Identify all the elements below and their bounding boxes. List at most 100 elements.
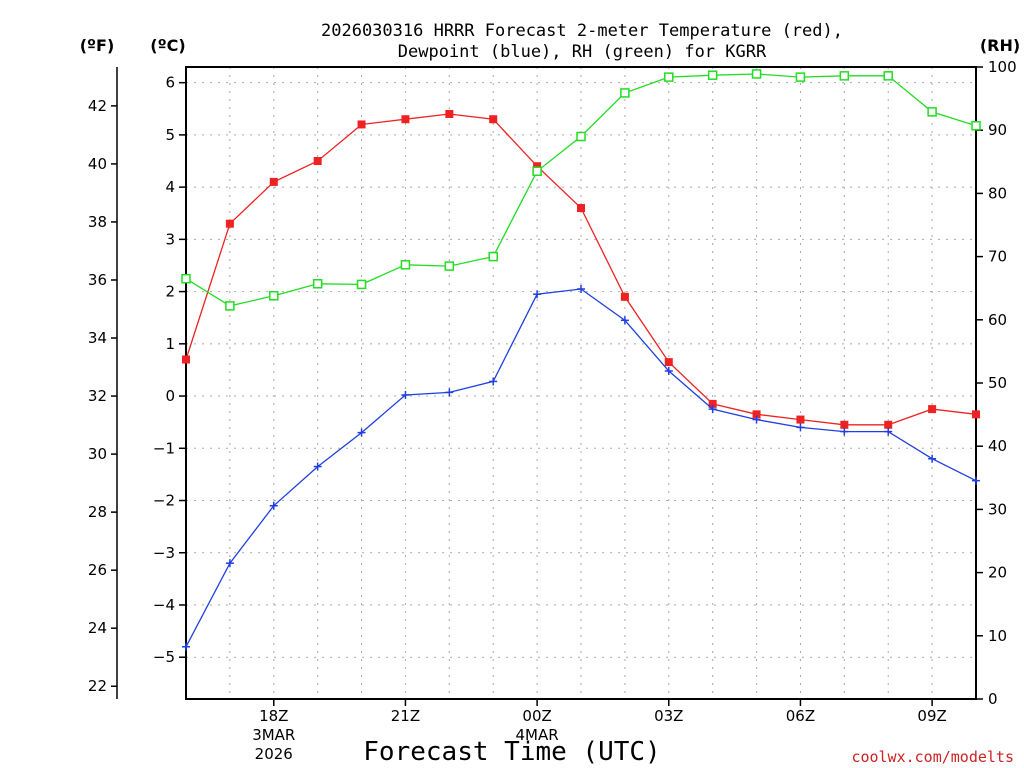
data-point-temperature (577, 204, 585, 213)
data-point-dewpoint (884, 427, 893, 436)
grid-lines (186, 67, 976, 699)
data-point-temperature (182, 355, 190, 364)
celsius-tick-label: −1 (153, 439, 175, 457)
rh-tick-label: 30 (988, 500, 1007, 518)
data-point-dewpoint (182, 642, 190, 651)
celsius-unit-label: (ºC) (150, 36, 185, 55)
data-point-temperature (796, 415, 805, 424)
fahrenheit-tick-label: 36 (88, 271, 107, 289)
celsius-tick-label: −5 (153, 648, 175, 666)
data-point-temperature (313, 157, 322, 166)
data-point-dewpoint (840, 427, 849, 436)
celsius-tick-label: 3 (165, 230, 175, 248)
data-point-rh (927, 107, 937, 117)
data-point-dewpoint (972, 476, 980, 485)
data-point-rh (751, 69, 762, 79)
data-point-dewpoint (708, 405, 717, 414)
data-point-temperature (225, 219, 234, 228)
data-point-dewpoint (533, 290, 542, 299)
data-point-temperature (533, 162, 542, 171)
credit-link[interactable]: coolwx.com/modelts (851, 748, 1014, 766)
data-point-rh (576, 131, 586, 142)
data-point-dewpoint (620, 316, 629, 325)
series-layer (181, 69, 981, 651)
rh-tick-label: 80 (988, 184, 1007, 202)
data-point-dewpoint (357, 428, 366, 437)
data-point-rh (971, 121, 981, 131)
fahrenheit-unit-label: (ºF) (80, 36, 115, 55)
rh-tick-label: 10 (988, 627, 1007, 645)
data-point-rh (400, 260, 411, 270)
data-point-rh (181, 273, 191, 284)
x-tick-label: 06Z (786, 707, 815, 725)
x-tick-label: 4MAR (516, 726, 559, 744)
rh-tick-label: 40 (988, 437, 1007, 455)
rh-tick-label: 100 (988, 58, 1017, 76)
x-tick-label: 09Z (917, 707, 946, 725)
data-point-dewpoint (225, 559, 234, 568)
data-point-temperature (928, 405, 937, 414)
data-point-temperature (708, 399, 717, 408)
data-point-rh (225, 301, 235, 311)
data-point-temperature (445, 110, 454, 119)
fahrenheit-tick-label: 34 (88, 329, 107, 347)
data-point-temperature (840, 420, 849, 429)
x-tick-label: 00Z (522, 707, 551, 725)
data-point-dewpoint (313, 462, 322, 471)
celsius-tick-label: −3 (153, 544, 175, 562)
chart-title-line-2: Dewpoint (blue), RH (green) for KGRR (398, 42, 767, 62)
x-axis-title: Forecast Time (UTC) (363, 737, 660, 767)
rh-tick-label: 20 (988, 564, 1007, 582)
x-tick-label: 18Z (259, 707, 288, 725)
rh-tick-label: 0 (988, 690, 998, 708)
data-point-rh (312, 279, 323, 289)
data-point-dewpoint (577, 284, 585, 293)
data-point-rh (532, 166, 542, 177)
data-point-temperature (269, 177, 278, 186)
data-point-temperature (884, 420, 893, 429)
fahrenheit-tick-label: 38 (88, 213, 107, 231)
celsius-tick-label: 2 (165, 283, 175, 301)
x-tick-label: 03Z (654, 707, 683, 725)
data-point-dewpoint (928, 454, 937, 463)
data-point-rh (488, 251, 498, 262)
data-point-rh (620, 88, 630, 98)
data-point-dewpoint (752, 415, 761, 424)
data-point-rh (444, 261, 455, 271)
rh-tick-label: 60 (988, 311, 1007, 329)
data-point-temperature (401, 115, 410, 124)
celsius-tick-label: 5 (165, 126, 175, 144)
x-tick-label: 2026 (255, 745, 293, 763)
celsius-tick-label: −4 (153, 596, 175, 614)
x-tick-label: 21Z (391, 707, 420, 725)
data-point-dewpoint (401, 391, 410, 400)
fahrenheit-tick-label: 32 (88, 387, 107, 405)
chart-title-line-1: 2026030316 HRRR Forecast 2-meter Tempera… (321, 21, 843, 41)
rh-tick-label: 90 (988, 121, 1007, 139)
data-point-temperature (357, 120, 366, 129)
data-point-rh (839, 71, 850, 81)
celsius-tick-label: 1 (165, 335, 175, 353)
data-point-temperature (664, 358, 673, 367)
rh-unit-label: (RH) (980, 36, 1020, 55)
rh-tick-label: 50 (988, 374, 1007, 392)
data-point-dewpoint (445, 388, 454, 397)
rh-tick-label: 70 (988, 248, 1007, 266)
fahrenheit-tick-label: 28 (88, 503, 107, 521)
data-point-rh (883, 71, 893, 81)
series-line-temperature (185, 113, 977, 426)
fahrenheit-tick-label: 40 (88, 155, 107, 173)
data-point-dewpoint (269, 501, 278, 510)
data-point-temperature (752, 410, 761, 419)
data-point-rh (707, 70, 718, 80)
data-point-dewpoint (664, 366, 673, 375)
data-point-rh (664, 72, 674, 82)
data-point-rh (269, 291, 279, 301)
data-point-temperature (620, 292, 629, 301)
data-point-rh (356, 279, 367, 290)
fahrenheit-tick-label: 24 (88, 619, 107, 637)
celsius-tick-label: −2 (153, 492, 175, 510)
data-point-rh (795, 72, 806, 82)
x-tick-label: 3MAR (252, 726, 295, 744)
